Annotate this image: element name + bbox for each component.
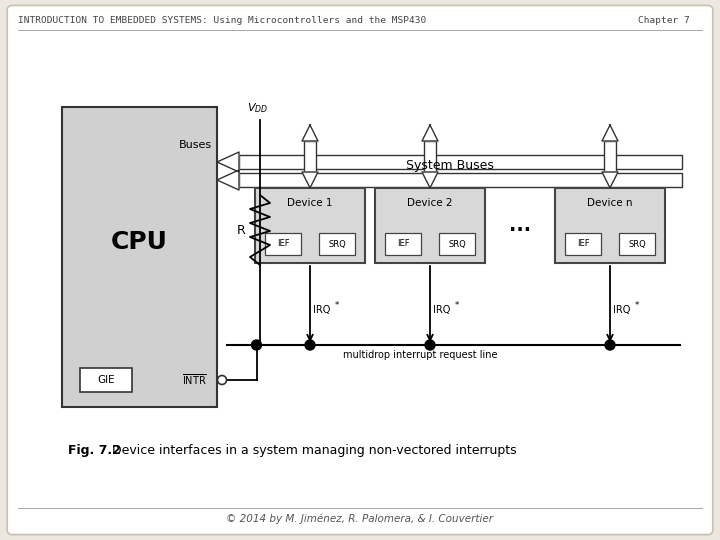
Polygon shape	[217, 170, 239, 190]
Text: $V_{DD}$: $V_{DD}$	[248, 101, 269, 115]
Text: *: *	[335, 301, 339, 310]
Bar	[62, 107, 217, 407]
Text: Buses: Buses	[179, 140, 212, 150]
Circle shape	[305, 340, 315, 350]
Bar	[239, 155, 682, 169]
Bar	[619, 233, 655, 255]
Text: SRQ: SRQ	[628, 240, 646, 248]
Circle shape	[251, 340, 261, 350]
Text: SRQ: SRQ	[448, 240, 466, 248]
Text: ...: ...	[509, 216, 531, 235]
Text: CPU: CPU	[111, 230, 168, 254]
Bar	[255, 188, 365, 263]
Text: Device 1: Device 1	[287, 198, 333, 208]
Bar	[565, 233, 601, 255]
Text: Device n: Device n	[588, 198, 633, 208]
Text: *: *	[455, 301, 459, 310]
Text: IRQ: IRQ	[613, 305, 631, 315]
Text: Fig. 7.2: Fig. 7.2	[68, 444, 121, 457]
Text: multidrop interrupt request line: multidrop interrupt request line	[343, 350, 498, 360]
Text: INTRODUCTION TO EMBEDDED SYSTEMS: Using Microcontrollers and the MSP430: INTRODUCTION TO EMBEDDED SYSTEMS: Using …	[18, 16, 426, 25]
Polygon shape	[217, 152, 239, 172]
Circle shape	[425, 340, 435, 350]
Bar	[239, 173, 682, 187]
Polygon shape	[302, 172, 318, 188]
Text: GIE: GIE	[97, 375, 114, 385]
Bar	[319, 233, 355, 255]
Bar	[80, 368, 132, 392]
Polygon shape	[602, 172, 618, 188]
Text: IEF: IEF	[397, 240, 409, 248]
Bar	[555, 188, 665, 263]
Circle shape	[605, 340, 615, 350]
Bar	[385, 233, 421, 255]
Bar	[304, 141, 316, 172]
Text: IRQ: IRQ	[313, 305, 330, 315]
Text: SRQ: SRQ	[328, 240, 346, 248]
Polygon shape	[422, 172, 438, 188]
Bar	[265, 233, 301, 255]
Polygon shape	[422, 125, 438, 141]
Bar	[604, 141, 616, 172]
Text: System Buses: System Buses	[405, 159, 493, 172]
Text: IRQ: IRQ	[433, 305, 451, 315]
Text: R: R	[236, 224, 245, 237]
Bar	[424, 141, 436, 172]
Text: Device interfaces in a system managing non-vectored interrupts: Device interfaces in a system managing n…	[104, 444, 517, 457]
Text: IEF: IEF	[577, 240, 589, 248]
Text: Chapter 7: Chapter 7	[638, 16, 690, 25]
Text: IEF: IEF	[276, 240, 289, 248]
Bar	[439, 233, 475, 255]
Text: Device 2: Device 2	[408, 198, 453, 208]
Text: $\overline{\rm INTR}$: $\overline{\rm INTR}$	[182, 373, 207, 387]
Text: © 2014 by M. Jiménez, R. Palomera, & I. Couvertier: © 2014 by M. Jiménez, R. Palomera, & I. …	[227, 514, 493, 524]
Polygon shape	[602, 125, 618, 141]
Polygon shape	[302, 125, 318, 141]
Bar	[375, 188, 485, 263]
Text: *: *	[635, 301, 639, 310]
